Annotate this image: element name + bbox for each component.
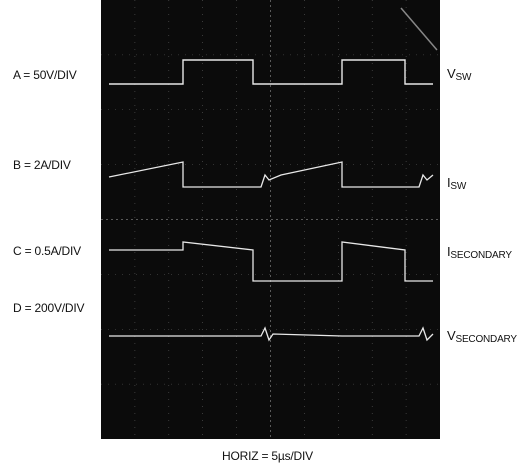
trace-a-vsw <box>109 59 433 85</box>
channel-a-scale: A = 50V/DIV <box>13 68 77 82</box>
signal-label-isw: ISW <box>447 175 466 192</box>
graticule <box>101 0 440 439</box>
oscilloscope-graticule-and-traces <box>101 0 440 439</box>
signal-vsecondary-subscript: SECONDARY <box>455 334 517 345</box>
channel-b-scale: B = 2A/DIV <box>13 158 71 172</box>
horizontal-scale: HORIZ = 5µs/DIV <box>222 449 313 463</box>
signal-vsw-symbol: V <box>447 66 456 81</box>
signal-vsecondary-symbol: V <box>447 328 456 343</box>
signal-isecondary-symbol: I <box>447 244 451 259</box>
signal-isw-symbol: I <box>447 175 451 190</box>
oscilloscope-screen <box>101 0 440 439</box>
signal-isw-subscript: SW <box>450 181 467 192</box>
screen-glare-streak <box>400 7 438 51</box>
signal-isecondary-subscript: SECONDARY <box>450 250 512 261</box>
channel-c-scale: C = 0.5A/DIV <box>13 244 81 258</box>
channel-d-scale: D = 200V/DIV <box>13 301 85 315</box>
signal-label-vsw: VSW <box>447 66 471 83</box>
trace-d-vsecondary <box>109 326 434 342</box>
waveform-traces <box>108 7 438 342</box>
signal-label-isecondary: ISECONDARY <box>447 244 512 261</box>
trace-b-isw <box>108 161 434 188</box>
trace-c-isecondary <box>109 241 433 282</box>
signal-vsw-subscript: SW <box>455 72 472 83</box>
signal-label-vsecondary: VSECONDARY <box>447 328 517 345</box>
